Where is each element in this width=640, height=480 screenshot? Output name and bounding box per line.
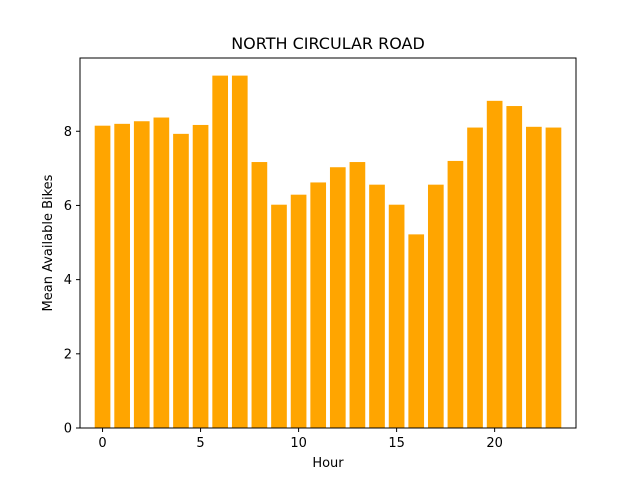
bar-hour-0 — [94, 125, 111, 428]
bar-hour-12 — [329, 167, 346, 428]
bar-hour-5 — [192, 124, 209, 428]
x-tick-label: 10 — [290, 436, 307, 451]
bar-hour-13 — [349, 162, 366, 429]
chart-title: NORTH CIRCULAR ROAD — [231, 34, 425, 53]
plot-frame — [79, 57, 577, 429]
bar-hour-11 — [310, 182, 327, 428]
y-tick-label: 0 — [64, 422, 72, 437]
bar-hour-15 — [388, 204, 405, 428]
bar-hour-22 — [526, 126, 542, 429]
x-tick-label: 20 — [486, 436, 503, 451]
bar-hour-14 — [369, 184, 385, 428]
bar-hour-6 — [212, 75, 229, 428]
bar-hour-7 — [231, 75, 248, 428]
y-tick-label: 8 — [64, 125, 72, 140]
bar-hour-23 — [545, 127, 562, 428]
y-tick-label: 4 — [64, 273, 72, 288]
x-tick-label: 0 — [98, 436, 106, 451]
bar-hour-2 — [133, 121, 150, 429]
bar-hour-19 — [467, 127, 483, 428]
bar-hour-20 — [486, 100, 503, 428]
y-axis-label: Mean Available Bikes — [41, 174, 56, 311]
y-tick-label: 6 — [64, 199, 72, 214]
x-tick-label: 5 — [196, 436, 204, 451]
bar-hour-4 — [173, 133, 189, 429]
bar-hour-17 — [427, 184, 444, 428]
bar-hour-10 — [290, 194, 307, 428]
bar-hour-16 — [408, 234, 425, 428]
y-tick-label: 2 — [64, 347, 72, 362]
ticks-group: 0 5 10 15 20 0 2 4 6 8 — [64, 125, 503, 451]
x-tick-label: 15 — [388, 436, 405, 451]
bar-hour-8 — [251, 162, 268, 429]
x-axis-label: Hour — [312, 456, 344, 471]
bar-hour-9 — [271, 204, 287, 428]
bar-hour-21 — [506, 106, 523, 428]
bar-hour-1 — [114, 123, 130, 428]
bar-hour-3 — [153, 117, 170, 428]
bar-hour-18 — [447, 160, 464, 429]
bars-group — [94, 75, 562, 429]
